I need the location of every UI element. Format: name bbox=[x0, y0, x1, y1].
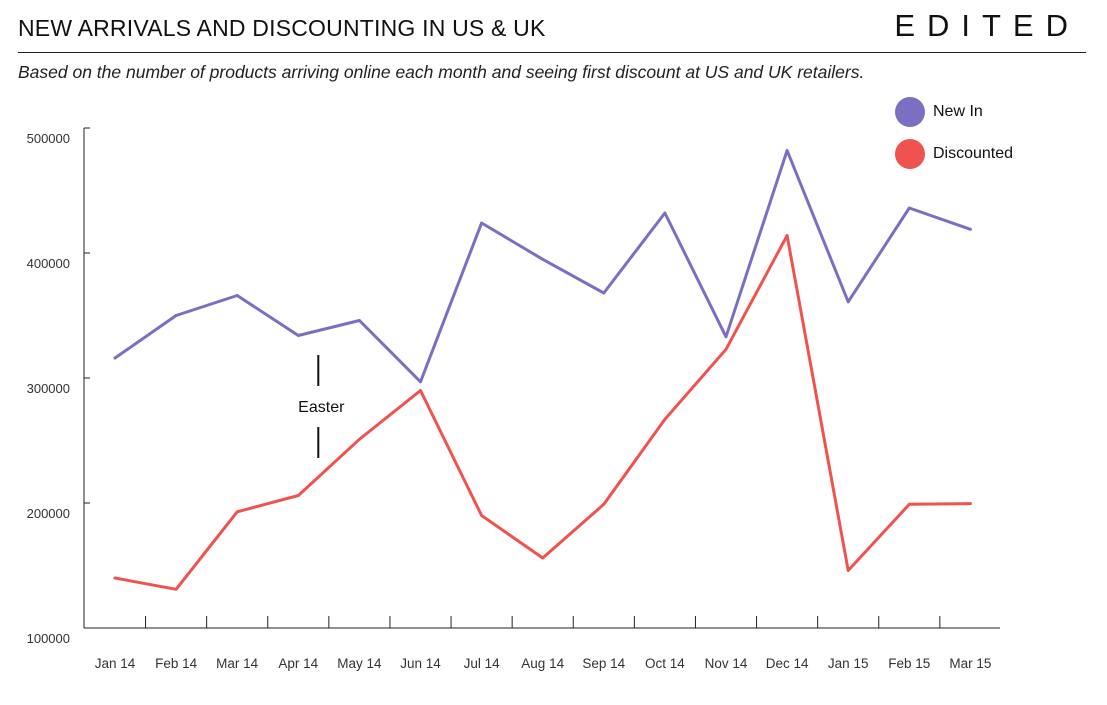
data-point-new-in bbox=[846, 300, 850, 304]
data-point-discounted bbox=[296, 494, 300, 497]
series-line-new-in bbox=[113, 149, 972, 384]
data-point-discounted bbox=[846, 569, 850, 572]
legend-label-discounted: Discounted bbox=[933, 145, 1014, 162]
data-point-new-in bbox=[724, 335, 728, 339]
data-point-new-in bbox=[174, 314, 178, 317]
x-tick-label: Sep 14 bbox=[582, 656, 625, 671]
data-point-discounted bbox=[235, 510, 239, 514]
x-tick-label: Jul 14 bbox=[464, 656, 501, 671]
data-point-new-in bbox=[969, 227, 972, 231]
x-tick-label: Aug 14 bbox=[521, 656, 564, 671]
x-tick-label: Jan 14 bbox=[95, 656, 136, 671]
x-tick-label: May 14 bbox=[337, 656, 382, 671]
data-point-new-in bbox=[480, 221, 483, 225]
data-point-discounted bbox=[358, 437, 361, 441]
data-point-new-in bbox=[541, 257, 545, 261]
annotation-label: Easter bbox=[298, 399, 345, 416]
data-point-new-in bbox=[907, 206, 911, 210]
x-tick-label: Dec 14 bbox=[766, 656, 809, 671]
x-tick-label: Mar 14 bbox=[216, 656, 259, 671]
x-tick-label: Feb 14 bbox=[155, 656, 198, 671]
data-point-new-in bbox=[235, 294, 239, 297]
data-point-new-in bbox=[602, 291, 606, 295]
legend-item-new-in: New In bbox=[895, 97, 1013, 127]
legend-item-discounted: Discounted bbox=[895, 139, 1013, 169]
data-point-discounted bbox=[541, 556, 545, 560]
data-point-discounted bbox=[907, 502, 911, 506]
legend-swatch-discounted bbox=[895, 139, 925, 169]
data-point-discounted bbox=[113, 576, 117, 580]
data-point-discounted bbox=[969, 502, 972, 506]
data-point-new-in bbox=[419, 380, 422, 384]
data-point-new-in bbox=[113, 356, 117, 360]
data-point-discounted bbox=[785, 234, 789, 237]
data-point-new-in bbox=[296, 334, 300, 337]
y-tick-label: 200000 bbox=[27, 506, 70, 521]
chart-title: NEW ARRIVALS AND DISCOUNTING IN US & UK bbox=[18, 15, 546, 41]
x-tick-label: Nov 14 bbox=[705, 656, 748, 671]
data-point-discounted bbox=[480, 514, 483, 517]
data-point-new-in bbox=[663, 211, 667, 215]
x-tick-label: Jan 15 bbox=[828, 656, 869, 671]
y-tick-label: 400000 bbox=[27, 256, 70, 271]
data-point-discounted bbox=[724, 347, 728, 351]
data-point-discounted bbox=[419, 389, 422, 392]
x-tick-label: Oct 14 bbox=[645, 656, 685, 671]
data-point-discounted bbox=[663, 417, 667, 421]
y-tick-label: 100000 bbox=[27, 631, 70, 646]
legend: New In Discounted bbox=[895, 97, 1013, 181]
legend-swatch-new-in bbox=[895, 97, 925, 127]
brand-logo: EDITED bbox=[894, 8, 1080, 43]
y-tick-label: 300000 bbox=[27, 381, 70, 396]
data-point-discounted bbox=[174, 587, 178, 591]
legend-label-new-in: New In bbox=[933, 103, 983, 120]
x-tick-label: Feb 15 bbox=[888, 656, 930, 671]
x-tick-label: Apr 14 bbox=[278, 656, 318, 671]
chart-subtitle: Based on the number of products arriving… bbox=[18, 62, 865, 82]
data-point-new-in bbox=[785, 149, 789, 152]
y-tick-label: 500000 bbox=[27, 131, 70, 146]
x-tick-label: Mar 15 bbox=[949, 656, 991, 671]
x-tick-label: Jun 14 bbox=[400, 656, 441, 671]
title-divider bbox=[18, 52, 1086, 53]
data-point-new-in bbox=[358, 319, 361, 322]
data-point-discounted bbox=[602, 502, 606, 506]
